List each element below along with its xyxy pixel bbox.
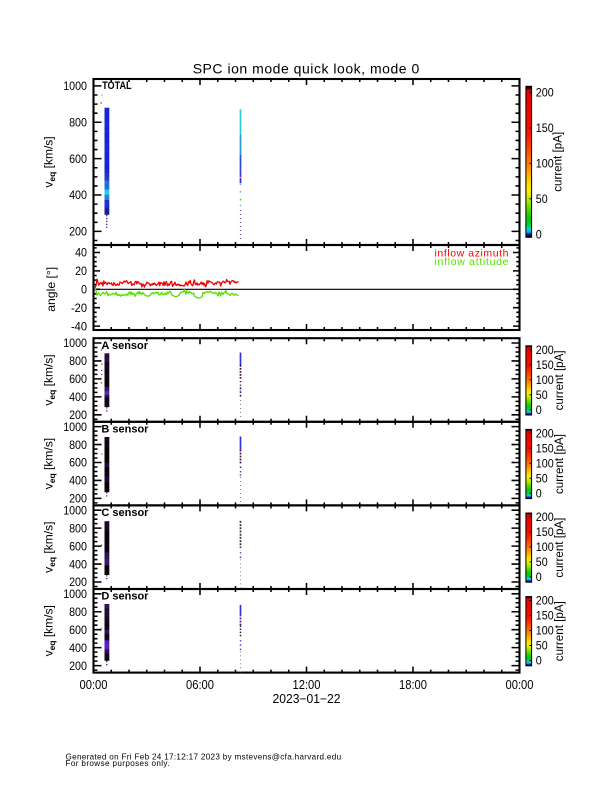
svg-text:400: 400 bbox=[69, 641, 87, 655]
svg-text:-20: -20 bbox=[71, 301, 87, 315]
svg-text:0: 0 bbox=[536, 487, 542, 501]
svg-text:600: 600 bbox=[69, 539, 87, 553]
svg-text:200: 200 bbox=[69, 408, 87, 422]
svg-text:18:00: 18:00 bbox=[399, 678, 427, 692]
svg-text:150: 150 bbox=[536, 525, 554, 539]
svg-text:100: 100 bbox=[536, 373, 554, 387]
svg-text:600: 600 bbox=[69, 623, 87, 637]
svg-text:100: 100 bbox=[536, 157, 554, 171]
svg-text:200: 200 bbox=[69, 659, 87, 673]
svg-text:800: 800 bbox=[69, 521, 87, 535]
svg-text:50: 50 bbox=[536, 555, 548, 569]
svg-text:200: 200 bbox=[69, 575, 87, 589]
svg-text:1000: 1000 bbox=[63, 503, 87, 517]
svg-text:200: 200 bbox=[536, 343, 554, 357]
svg-text:800: 800 bbox=[69, 354, 87, 368]
svg-text:Generated on Fri Feb 24 17:12:: Generated on Fri Feb 24 17:12:17 2023 by… bbox=[66, 752, 342, 761]
svg-text:200: 200 bbox=[536, 427, 554, 441]
svg-text:current [pA]: current [pA] bbox=[553, 132, 565, 192]
svg-text:50: 50 bbox=[536, 388, 548, 402]
svg-text:0: 0 bbox=[536, 227, 542, 241]
svg-text:50: 50 bbox=[536, 639, 548, 653]
svg-text:100: 100 bbox=[536, 457, 554, 471]
svg-text:-40: -40 bbox=[71, 319, 87, 333]
svg-text:current [pA]: current [pA] bbox=[554, 518, 566, 578]
svg-text:200: 200 bbox=[536, 594, 554, 608]
svg-text:12:00: 12:00 bbox=[293, 678, 321, 692]
svg-text:0: 0 bbox=[536, 403, 542, 417]
svg-text:06:00: 06:00 bbox=[186, 678, 214, 692]
svg-text:1000: 1000 bbox=[63, 420, 87, 434]
svg-text:600: 600 bbox=[69, 372, 87, 386]
svg-text:00:00: 00:00 bbox=[80, 678, 108, 692]
svg-text:current [pA]: current [pA] bbox=[554, 434, 566, 494]
svg-text:inflow azimuth: inflow azimuth bbox=[435, 248, 509, 260]
svg-text:0: 0 bbox=[536, 654, 542, 668]
svg-text:1000: 1000 bbox=[63, 79, 87, 93]
svg-text:current [pA]: current [pA] bbox=[554, 350, 566, 410]
svg-text:0: 0 bbox=[81, 283, 87, 297]
svg-text:0: 0 bbox=[536, 570, 542, 584]
svg-text:50: 50 bbox=[536, 192, 548, 206]
svg-text:current [pA]: current [pA] bbox=[554, 601, 566, 661]
svg-text:1000: 1000 bbox=[63, 587, 87, 601]
svg-text:A sensor: A sensor bbox=[101, 340, 148, 352]
svg-text:inflow attitude: inflow attitude bbox=[435, 256, 509, 268]
svg-text:200: 200 bbox=[536, 86, 554, 100]
svg-text:1000: 1000 bbox=[63, 336, 87, 350]
svg-text:600: 600 bbox=[69, 456, 87, 470]
svg-text:TOTAL: TOTAL bbox=[102, 80, 132, 92]
svg-text:800: 800 bbox=[69, 605, 87, 619]
svg-text:400: 400 bbox=[69, 188, 87, 202]
svg-text:C sensor: C sensor bbox=[101, 507, 149, 519]
svg-text:150: 150 bbox=[536, 442, 554, 456]
svg-text:200: 200 bbox=[69, 225, 87, 239]
svg-text:150: 150 bbox=[536, 358, 554, 372]
svg-text:800: 800 bbox=[69, 115, 87, 129]
svg-text:D sensor: D sensor bbox=[101, 591, 149, 603]
svg-text:600: 600 bbox=[69, 152, 87, 166]
svg-text:40: 40 bbox=[75, 246, 87, 260]
svg-text:400: 400 bbox=[69, 557, 87, 571]
svg-text:400: 400 bbox=[69, 474, 87, 488]
svg-text:100: 100 bbox=[536, 540, 554, 554]
svg-text:400: 400 bbox=[69, 390, 87, 404]
svg-text:50: 50 bbox=[536, 472, 548, 486]
svg-text:100: 100 bbox=[536, 624, 554, 638]
svg-text:SPC ion mode quick look, mode: SPC ion mode quick look, mode 0 bbox=[193, 61, 420, 77]
svg-text:00:00: 00:00 bbox=[506, 678, 534, 692]
svg-text:angle [°]: angle [°] bbox=[44, 267, 58, 312]
svg-text:For browse purposes only.: For browse purposes only. bbox=[66, 759, 170, 768]
svg-text:150: 150 bbox=[536, 609, 554, 623]
svg-text:150: 150 bbox=[536, 121, 554, 135]
svg-text:800: 800 bbox=[69, 438, 87, 452]
svg-text:200: 200 bbox=[536, 510, 554, 524]
svg-text:2023−01−22: 2023−01−22 bbox=[273, 692, 341, 706]
svg-text:20: 20 bbox=[75, 264, 87, 278]
svg-text:B sensor: B sensor bbox=[101, 424, 149, 436]
svg-text:200: 200 bbox=[69, 492, 87, 506]
